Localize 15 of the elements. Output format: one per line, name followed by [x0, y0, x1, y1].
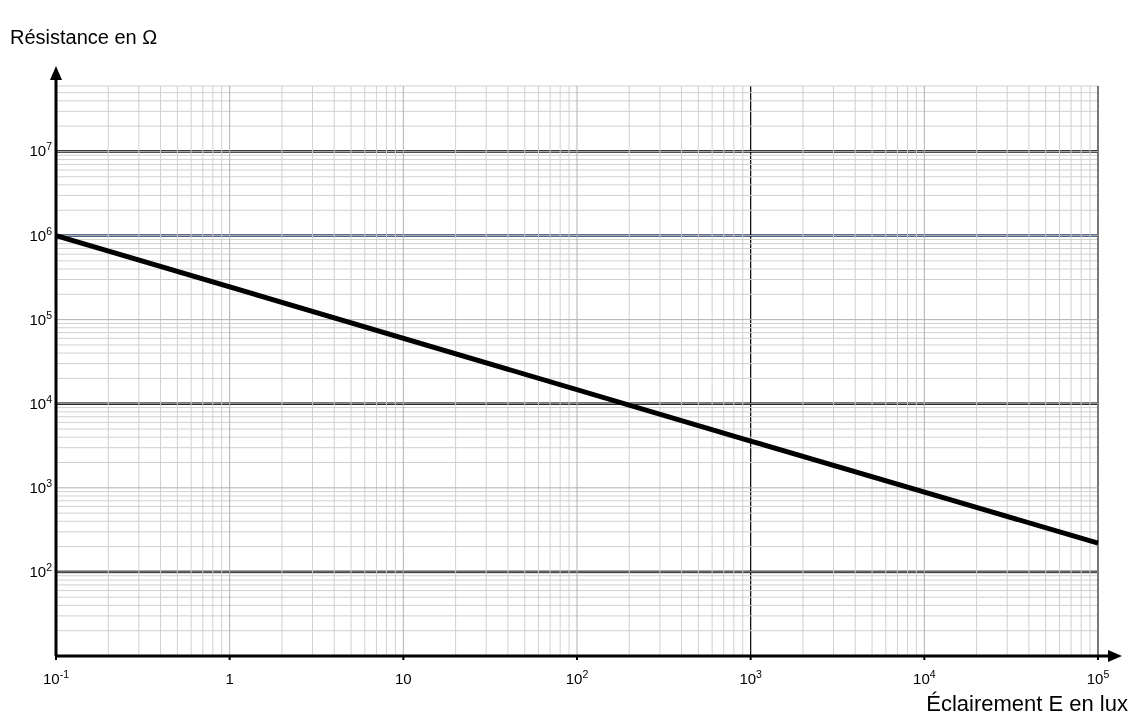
x-tick-label: 10$^{2}$ — [565, 668, 589, 687]
y-axis-title: Résistance en Ω — [10, 26, 158, 48]
x-tick-label: 10$^{3}$ — [739, 668, 763, 687]
y-tick-label: 10$^{4}$ — [29, 392, 53, 412]
x-tick-label: 10$^{5}$ — [1086, 668, 1110, 687]
y-tick-label: 10$^{2}$ — [29, 560, 53, 580]
x-tick-label: 10$^{-1}$ — [42, 668, 70, 687]
x-tick-label: 1 — [225, 670, 234, 687]
y-tick-label: 10$^{5}$ — [29, 308, 53, 328]
x-axis-title: Éclairement E en lux — [926, 691, 1128, 716]
y-tick-label: 10$^{7}$ — [29, 140, 53, 160]
y-tick-label: 10$^{3}$ — [29, 476, 53, 496]
x-tick-label: 10 — [394, 670, 412, 687]
x-tick-label: 10$^{4}$ — [913, 668, 936, 687]
y-tick-label: 10$^{6}$ — [29, 224, 53, 244]
